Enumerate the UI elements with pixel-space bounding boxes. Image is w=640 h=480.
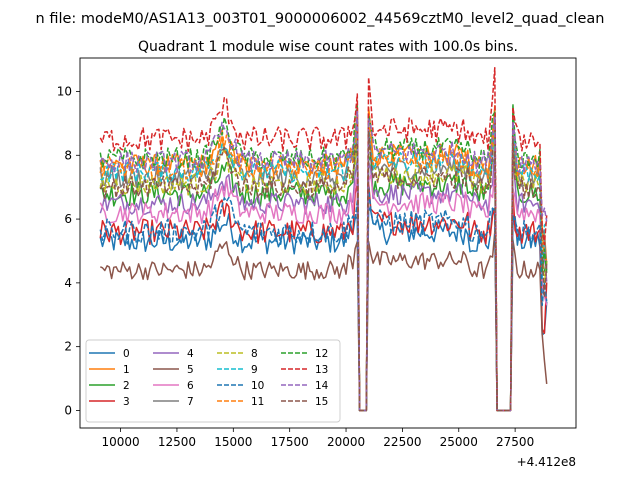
series-line-13 xyxy=(99,66,548,412)
x-tick-label: 27500 xyxy=(496,435,534,449)
legend-label: 8 xyxy=(251,348,258,360)
legend-label: 14 xyxy=(315,380,329,392)
series-line-10 xyxy=(99,186,548,412)
figure-suptitle: n file: modeM0/AS1A13_003T01_9000006002_… xyxy=(36,11,605,27)
series-line-14 xyxy=(99,109,548,412)
y-tick-label: 0 xyxy=(64,403,72,417)
legend-label: 0 xyxy=(123,348,130,360)
x-tick-label: 15000 xyxy=(214,435,252,449)
legend-label: 1 xyxy=(123,364,130,376)
legend-label: 7 xyxy=(187,396,194,408)
y-tick-label: 2 xyxy=(64,340,72,354)
series-line-8 xyxy=(99,124,548,412)
series-layer xyxy=(99,66,548,412)
y-tick-label: 4 xyxy=(64,276,72,290)
x-offset-label: +4.412e8 xyxy=(517,455,576,469)
series-line-11 xyxy=(99,103,547,412)
x-tick-label: 22500 xyxy=(383,435,421,449)
legend-label: 5 xyxy=(187,364,194,376)
x-tick-label: 10000 xyxy=(101,435,139,449)
x-tick-label: 17500 xyxy=(271,435,309,449)
legend-label: 15 xyxy=(315,396,328,408)
legend-label: 2 xyxy=(123,380,130,392)
legend-label: 9 xyxy=(251,364,258,376)
legend-label: 6 xyxy=(187,380,194,392)
legend-label: 13 xyxy=(315,364,328,376)
legend-box xyxy=(85,339,341,423)
legend-label: 11 xyxy=(251,396,264,408)
plot-frame xyxy=(79,57,577,429)
x-tick-label: 25000 xyxy=(440,435,478,449)
series-line-15 xyxy=(99,130,548,412)
series-line-5 xyxy=(99,230,548,412)
legend-label: 3 xyxy=(123,396,130,408)
y-tick-label: 6 xyxy=(64,212,72,226)
x-tick-label: 20000 xyxy=(327,435,365,449)
legend-label: 4 xyxy=(187,348,194,360)
y-tick-label: 8 xyxy=(64,148,72,162)
legend-label: 10 xyxy=(251,380,264,392)
legend-label: 12 xyxy=(315,348,328,360)
x-axis: 10000 12500 15000 17500 20000 22500 25000 27500 xyxy=(101,428,534,449)
chart-title: Quadrant 1 module wise count rates with … xyxy=(138,39,518,55)
series-line-6 xyxy=(99,169,548,412)
x-tick-label: 12500 xyxy=(158,435,196,449)
y-axis: 0 2 4 6 8 10 xyxy=(57,84,80,417)
y-tick-label: 10 xyxy=(57,84,72,98)
